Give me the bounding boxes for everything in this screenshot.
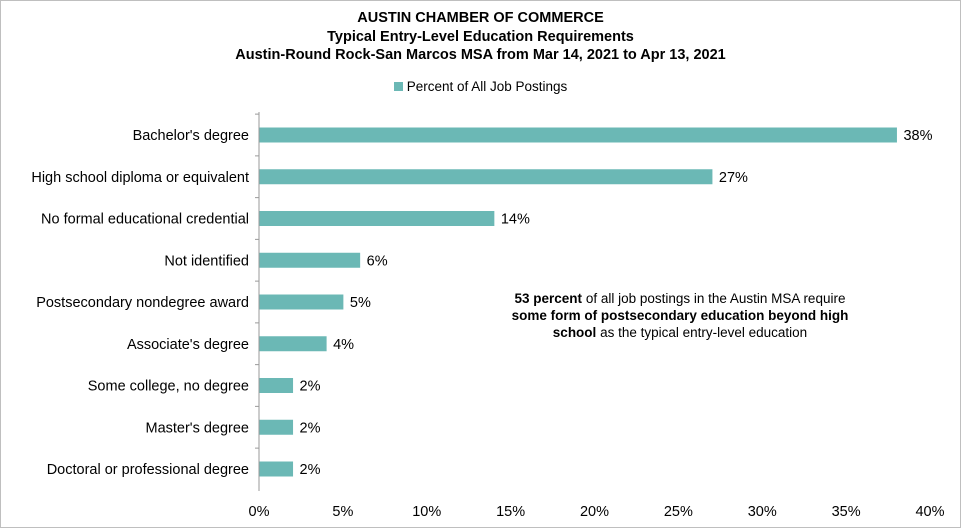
data-label: 2% [300,379,321,395]
category-label: High school diploma or equivalent [31,170,249,186]
category-label: Bachelor's degree [133,128,249,144]
legend: Percent of All Job Postings [0,79,961,94]
bar [259,252,361,268]
annotation-strong-2: some form of postsecondary education bey… [511,308,849,340]
bar [259,211,495,226]
x-tick-label: 5% [332,504,353,520]
bar [259,127,897,143]
data-label: 27% [719,170,748,186]
annotation-text-1: of all job postings in the Austin MSA re… [582,291,846,306]
x-tick-label: 40% [915,504,944,520]
x-tick-label: 0% [249,504,270,520]
data-label: 2% [300,420,321,436]
x-tick-label: 25% [664,504,693,520]
annotation-text-2: as the typical entry-level education [596,325,808,340]
legend-swatch [393,82,403,91]
bar [259,461,294,477]
data-label: 5% [350,295,371,311]
x-tick-label: 15% [496,504,525,520]
legend-label: Percent of All Job Postings [406,79,568,94]
annotation: 53 percent of all job postings in the Au… [506,290,854,341]
annotation-strong-1: 53 percent [514,291,583,306]
chart-subtitle: Typical Entry-Level Education Requiremen… [327,28,634,45]
category-label: Postsecondary nondegree award [36,295,249,311]
bar [259,294,344,310]
bar [259,169,713,185]
x-tick-label: 10% [412,504,441,520]
data-label: 4% [333,337,354,353]
data-label: 6% [367,253,388,269]
chart-date-range: Austin-Round Rock-San Marcos MSA from Ma… [235,47,726,63]
data-label: 14% [501,212,530,228]
bar [259,419,294,435]
category-label: Doctoral or professional degree [47,462,249,478]
bar [259,336,327,352]
data-label: 2% [300,462,321,478]
data-label: 38% [903,128,932,144]
x-tick-label: 35% [832,504,861,520]
category-label: Some college, no degree [88,379,249,395]
bar [259,378,294,393]
chart-titles: AUSTIN CHAMBER OF COMMERCE Typical Entry… [0,9,961,65]
category-label: No formal educational credential [41,212,249,228]
category-label: Not identified [164,253,249,269]
x-tick-label: 20% [580,504,609,520]
category-label: Associate's degree [127,337,249,353]
x-tick-label: 30% [748,504,777,520]
category-label: Master's degree [145,420,249,436]
chart-title: AUSTIN CHAMBER OF COMMERCE [357,10,604,26]
